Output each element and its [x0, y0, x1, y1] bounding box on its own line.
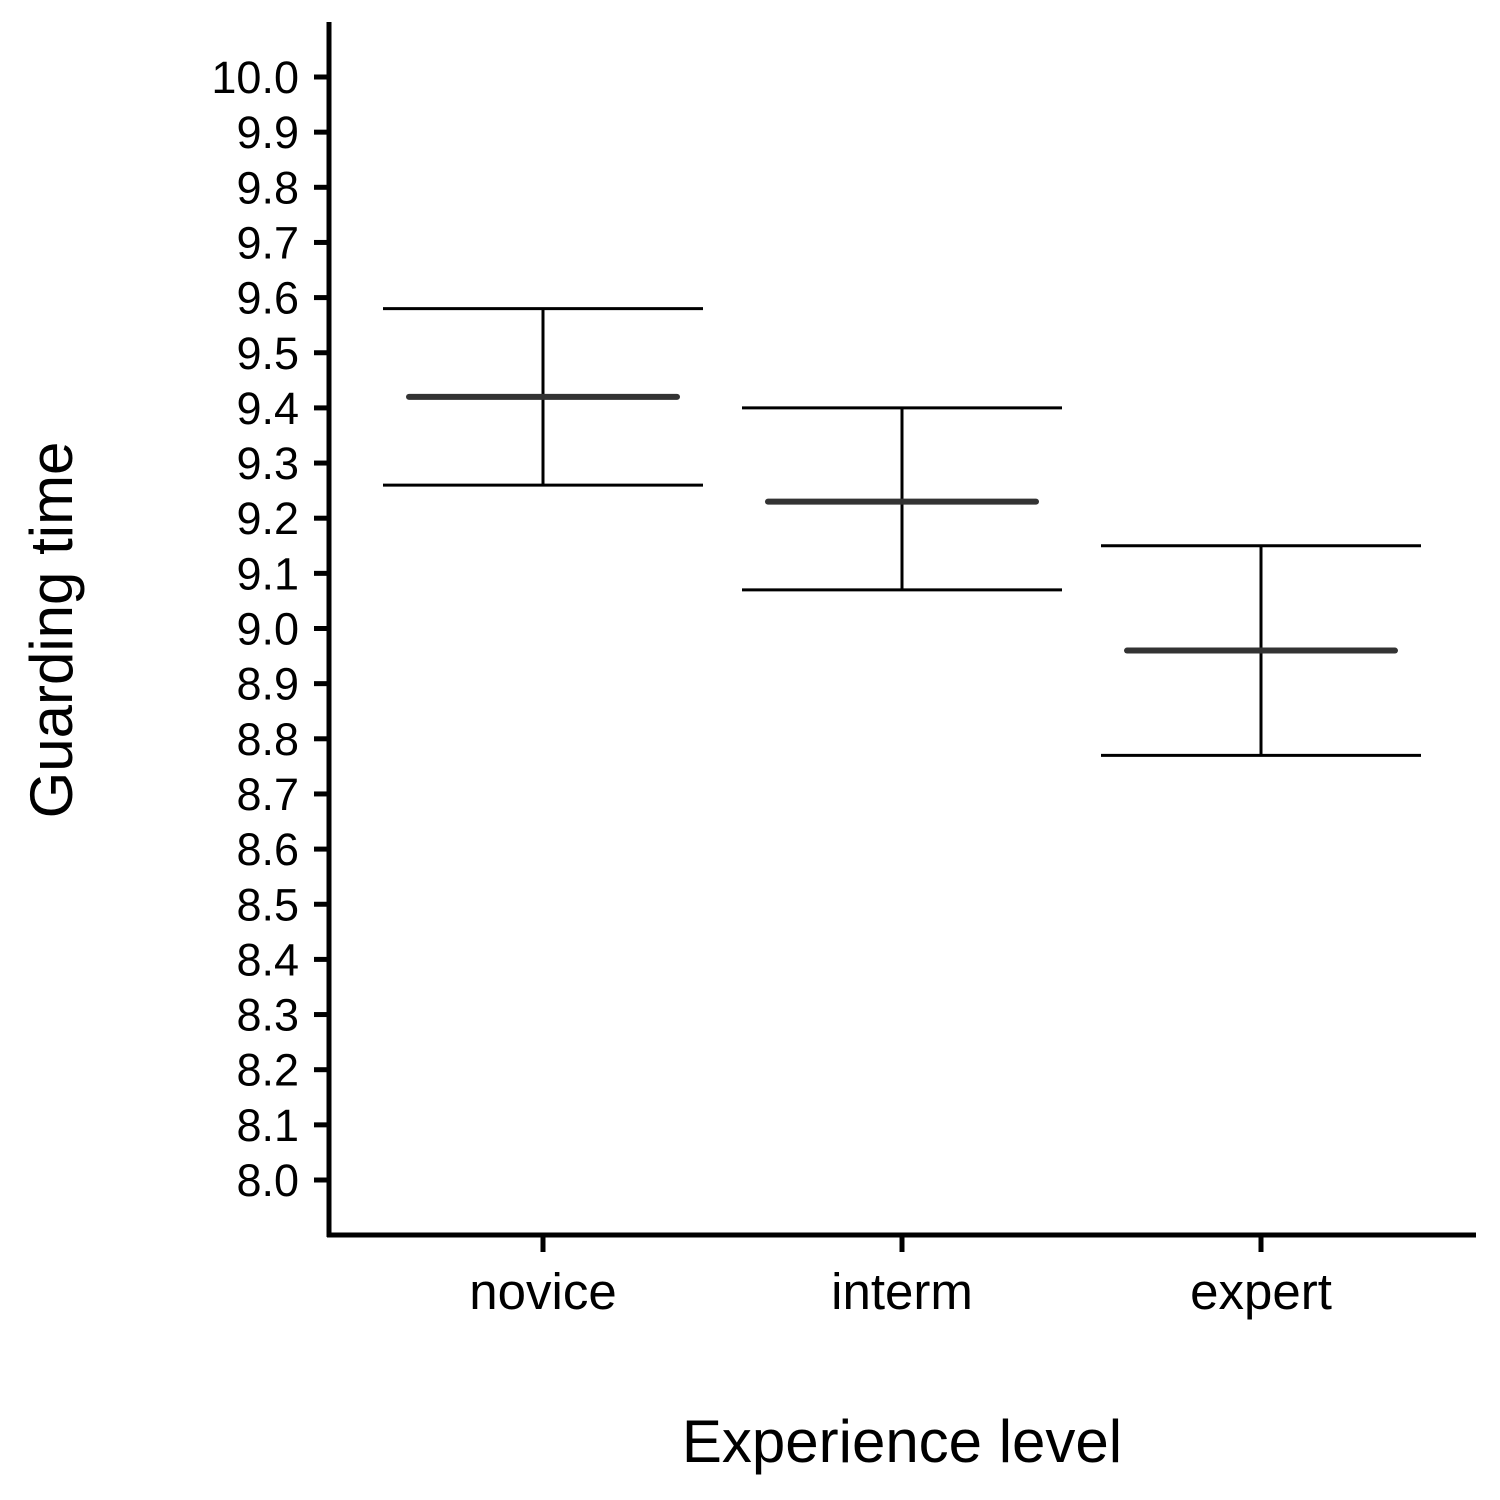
y-tick-label: 8.8	[236, 714, 299, 765]
y-axis-ticks: 8.08.18.28.38.48.58.68.78.88.99.09.19.29…	[211, 52, 329, 1206]
error-bar-expert	[1101, 544, 1421, 757]
error-bar-novice	[383, 307, 703, 487]
y-tick-label: 8.6	[236, 824, 299, 875]
y-tick-label: 8.1	[236, 1100, 299, 1151]
y-tick-label: 8.7	[236, 769, 299, 820]
y-tick-label: 9.7	[236, 217, 299, 268]
error-bars	[383, 307, 1421, 757]
y-tick-label: 9.3	[236, 438, 299, 489]
y-tick-label: 9.0	[236, 604, 299, 655]
x-tick-label: interm	[831, 1263, 973, 1320]
x-axis-title: Experience level	[682, 1408, 1122, 1475]
y-tick-label: 9.8	[236, 162, 299, 213]
y-tick-label: 9.5	[236, 328, 299, 379]
y-tick-label: 8.3	[236, 990, 299, 1041]
y-tick-label: 8.9	[236, 659, 299, 710]
x-axis-ticks: novice interm expert	[469, 1235, 1332, 1320]
y-tick-label: 8.2	[236, 1045, 299, 1096]
y-tick-label: 9.9	[236, 107, 299, 158]
y-tick-label: 8.0	[236, 1155, 299, 1206]
y-axis-title: Guarding time	[18, 442, 85, 819]
y-tick-label: 8.4	[236, 934, 299, 985]
axes	[326, 22, 1476, 1238]
y-tick-label: 9.1	[236, 548, 299, 599]
y-tick-label: 10.0	[211, 52, 299, 103]
x-tick-label: expert	[1190, 1263, 1332, 1320]
y-tick-label: 8.5	[236, 879, 299, 930]
y-tick-label: 9.6	[236, 273, 299, 324]
error-bar-interm	[742, 406, 1062, 592]
y-tick-label: 9.4	[236, 383, 299, 434]
y-tick-label: 9.2	[236, 493, 299, 544]
x-tick-label: novice	[469, 1263, 616, 1320]
